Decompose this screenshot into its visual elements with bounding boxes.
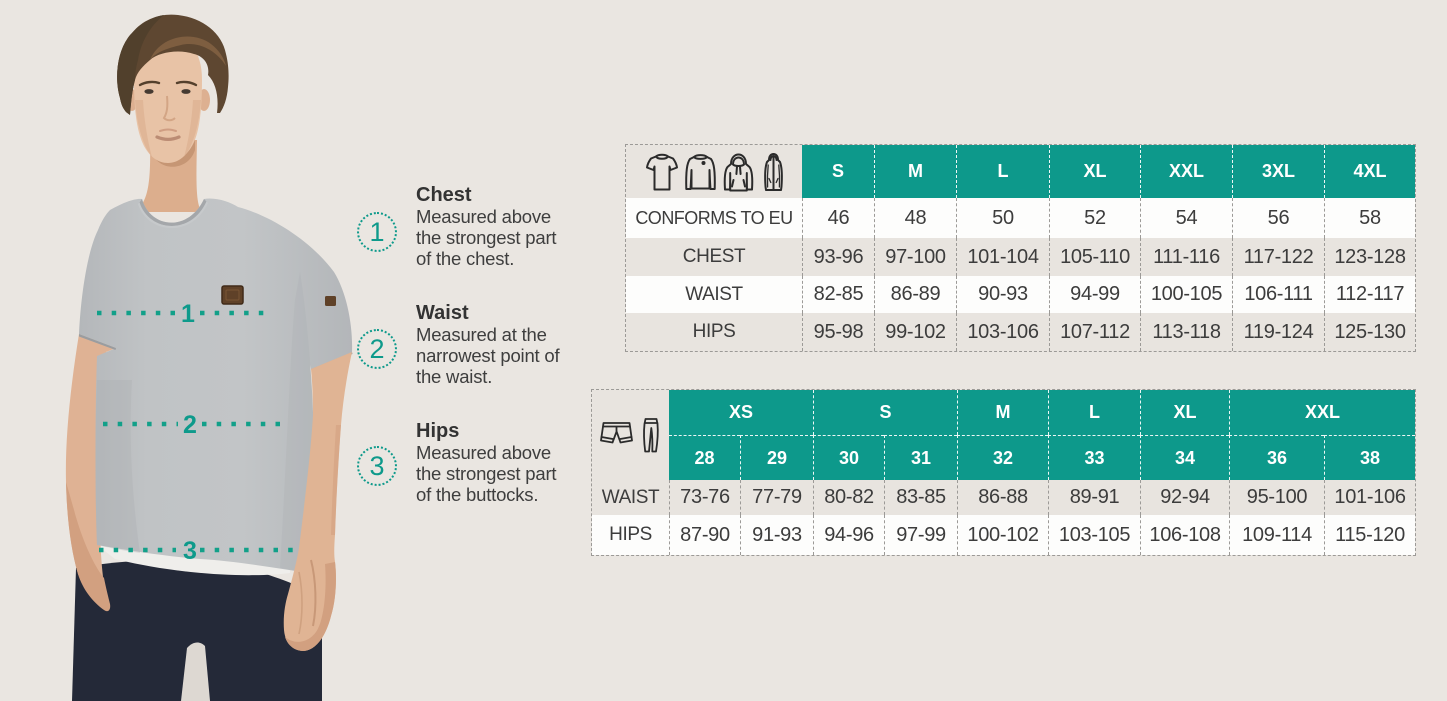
svg-text:1: 1 bbox=[181, 300, 195, 328]
svg-text:3: 3 bbox=[183, 537, 197, 565]
svg-text:2: 2 bbox=[183, 411, 197, 439]
